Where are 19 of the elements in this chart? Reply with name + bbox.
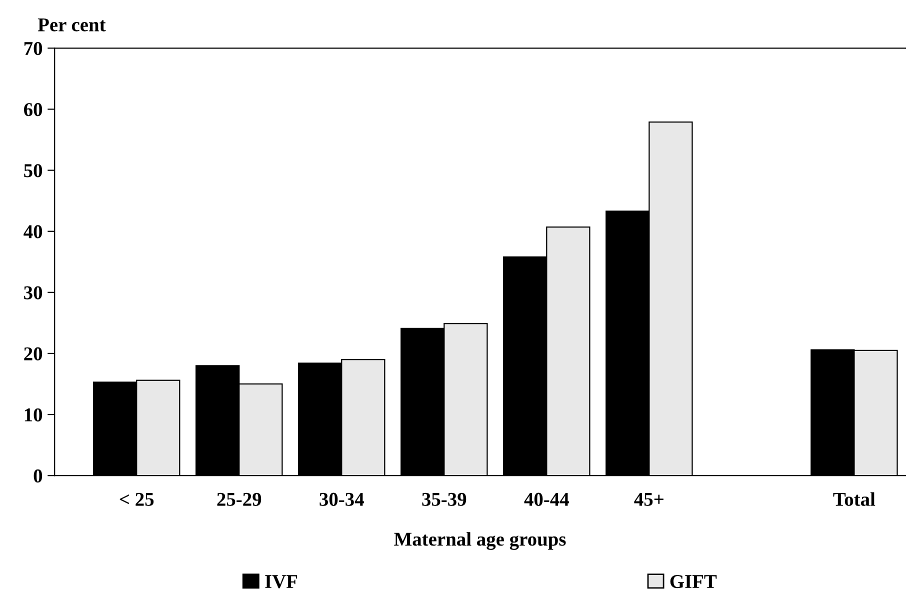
- x-tick-label: Total: [833, 492, 876, 506]
- y-tick-label: 30: [24, 286, 42, 300]
- y-axis-title: Per cent: [38, 18, 106, 32]
- y-tick-label: 0: [34, 469, 42, 483]
- x-tick-label: 30-34: [320, 492, 364, 506]
- x-tick-label: 45+: [634, 492, 664, 506]
- legend-label: IVF: [265, 575, 298, 588]
- y-tick-label: 10: [24, 408, 42, 422]
- y-tick-label: 20: [24, 347, 42, 360]
- legend-label: GIFT: [670, 575, 717, 588]
- x-tick-label: 40-44: [524, 492, 569, 506]
- y-tick-label: 60: [24, 103, 42, 116]
- y-tick-label: 70: [24, 42, 42, 56]
- y-tick-label: 40: [24, 225, 42, 238]
- x-tick-label: 25-29: [217, 492, 262, 506]
- x-axis-title: Maternal age groups: [394, 532, 566, 550]
- y-tick-label: 50: [24, 164, 42, 178]
- x-tick-label: 35-39: [422, 492, 466, 506]
- x-tick-label: < 25: [120, 492, 154, 506]
